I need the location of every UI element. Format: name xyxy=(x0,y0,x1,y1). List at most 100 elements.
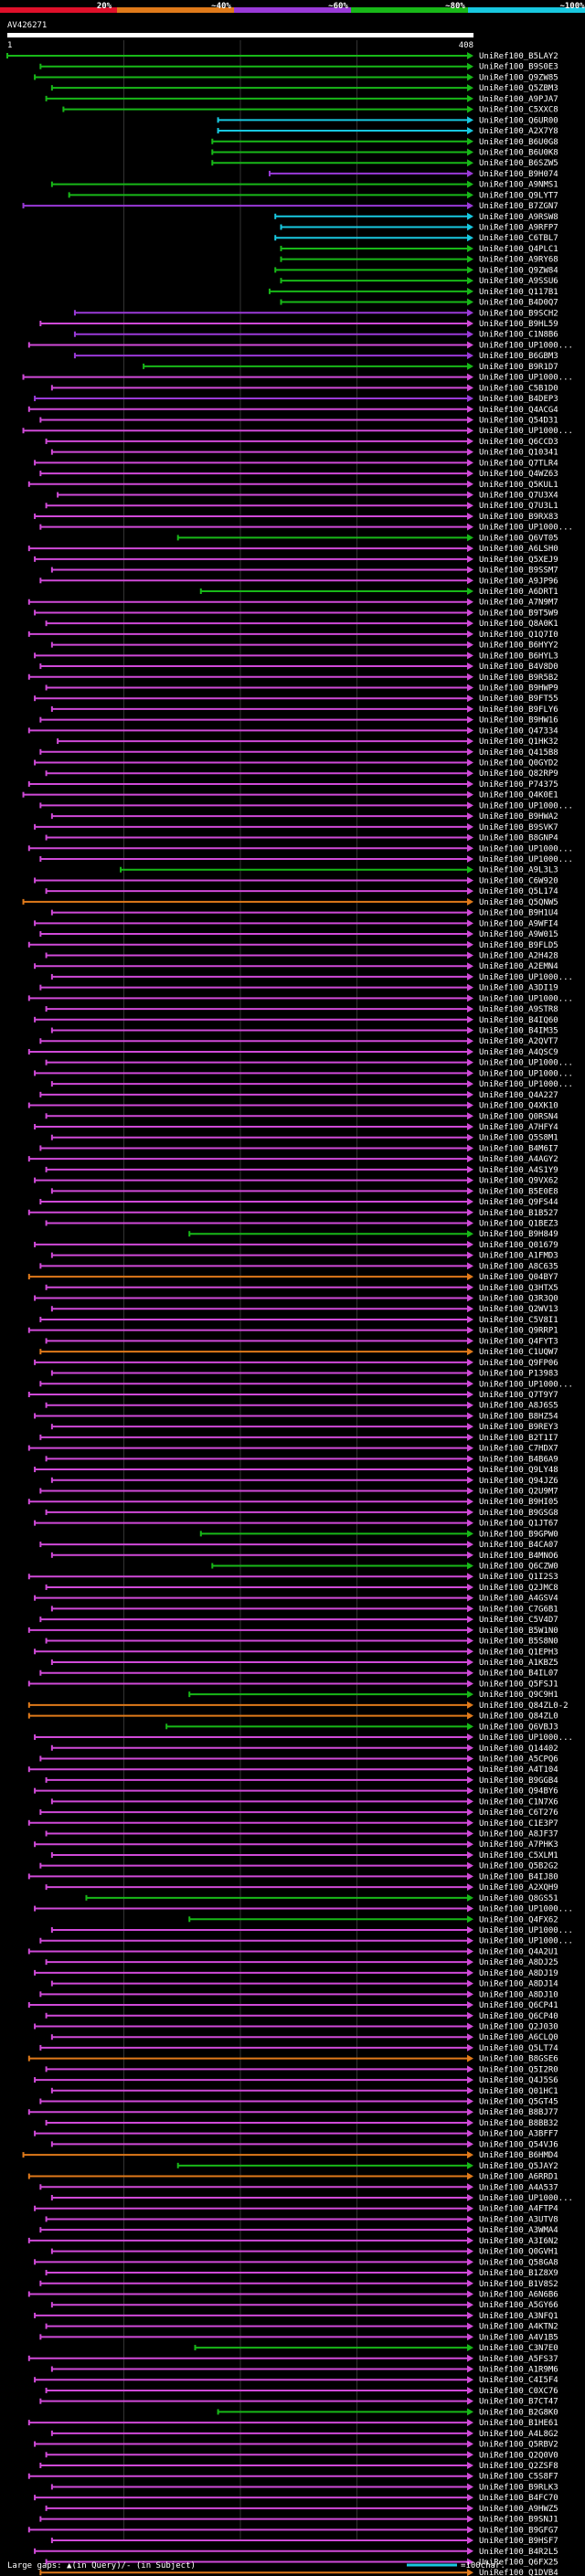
hit-row: UniRef100_A7N9M7 xyxy=(27,598,558,608)
hit-row: UniRef100_A9PJA7 xyxy=(45,94,558,104)
hit-row: UniRef100_Q47334 xyxy=(27,726,558,736)
hit-row: UniRef100_Q5KUL1 xyxy=(27,480,558,490)
hit-arrow xyxy=(467,545,473,553)
hit-row: UniRef100_B9FLY6 xyxy=(50,705,558,715)
hit-arrow xyxy=(467,1348,473,1356)
hit-label: UniRef100_Q58GA8 xyxy=(479,2258,558,2267)
hit-row: UniRef100_B4D0Q7 xyxy=(280,298,558,308)
hit-arrow xyxy=(467,266,473,274)
hit-label: UniRef100_B8HZ54 xyxy=(479,1412,558,1421)
hit-label: UniRef100_A4A537 xyxy=(479,2183,558,2192)
hit-arrow xyxy=(467,2204,473,2212)
hit-arrow xyxy=(467,1294,473,1302)
hit-arrow xyxy=(467,223,473,231)
hit-label: UniRef100_Q4K0E1 xyxy=(479,791,558,800)
hit-label: UniRef100_UP1000... xyxy=(479,1069,573,1078)
hit-label: UniRef100_Q14402 xyxy=(479,1744,558,1754)
hit-row: UniRef100_B9FT55 xyxy=(34,694,558,704)
hit-label: UniRef100_B9SVK7 xyxy=(479,823,558,832)
hit-arrow xyxy=(467,1797,473,1806)
hit-arrow xyxy=(467,2172,473,2180)
hit-arrow xyxy=(467,1230,473,1238)
hit-row: UniRef100_A9W015 xyxy=(39,930,558,939)
hit-label: UniRef100_UP1000... xyxy=(479,994,573,1003)
hit-label: UniRef100_A3UTV8 xyxy=(479,2215,558,2224)
hit-label: UniRef100_Q2J030 xyxy=(479,2022,558,2031)
hit-label: UniRef100_Q415B8 xyxy=(479,748,558,758)
hit-label: UniRef100_A4QSC9 xyxy=(479,1048,558,1057)
hit-label: UniRef100_A5CPQ6 xyxy=(479,1754,558,1764)
hit-row: UniRef100_B5E0E8 xyxy=(50,1187,558,1196)
hit-arrow xyxy=(467,1701,473,1709)
hit-row: UniRef100_C0XC76 xyxy=(45,2386,558,2396)
hit-arrow xyxy=(467,1466,473,1474)
hit-label: UniRef100_A9STR8 xyxy=(479,1005,558,1014)
hit-label: UniRef100_Q6CP40 xyxy=(479,2012,558,2021)
hit-row: UniRef100_Q2WV13 xyxy=(50,1305,558,1314)
hit-label: UniRef100_Q2WV13 xyxy=(479,1305,558,1314)
hit-arrow xyxy=(467,2290,473,2298)
hit-label: UniRef100_A2H428 xyxy=(479,951,558,960)
hit-label: UniRef100_B9GPW0 xyxy=(479,1530,558,1539)
hit-arrow xyxy=(467,2022,473,2030)
hit-arrow xyxy=(467,105,473,113)
hit-arrow xyxy=(467,598,473,606)
hit-arrow xyxy=(467,373,473,381)
hit-arrow xyxy=(467,1958,473,1966)
hit-row: UniRef100_B6U0G8 xyxy=(211,137,558,147)
hit-arrow xyxy=(467,1005,473,1013)
hit-row: UniRef100_UP1000... xyxy=(27,994,573,1003)
hit-row: UniRef100_UP1000... xyxy=(39,855,573,864)
hit-row: UniRef100_A2QVT7 xyxy=(39,1037,558,1046)
hit-arrow xyxy=(467,1883,473,1892)
hit-arrow xyxy=(467,1412,473,1420)
hit-row: UniRef100_A8J6S5 xyxy=(45,1401,558,1411)
hit-label: UniRef100_Q9LY48 xyxy=(479,1466,558,1475)
hit-row: UniRef100_A3DI19 xyxy=(39,983,558,993)
hit-arrow xyxy=(467,2086,473,2094)
hit-label: UniRef100_UP1000... xyxy=(479,1926,573,1935)
hit-row: UniRef100_A3I6N2 xyxy=(27,2236,558,2246)
hit-label: UniRef100_B6HYY2 xyxy=(479,641,558,651)
hit-arrow xyxy=(467,1637,473,1645)
hit-row: UniRef100_B4V8D0 xyxy=(39,663,558,672)
hit-arrow xyxy=(467,1691,473,1699)
hit-row: UniRef100_B9GGB4 xyxy=(45,1776,558,1786)
hit-arrow xyxy=(467,180,473,188)
hit-label: UniRef100_Q54D31 xyxy=(479,416,558,425)
hit-row: UniRef100_A8DJ19 xyxy=(34,1968,558,1978)
hit-arrow xyxy=(467,1208,473,1216)
hit-row: UniRef100_UP1000... xyxy=(34,1069,573,1078)
hit-row: UniRef100_B1Z8X9 xyxy=(45,2269,558,2278)
hit-label: UniRef100_A7PHK3 xyxy=(479,1840,558,1850)
hit-row: UniRef100_B9HL59 xyxy=(39,320,558,329)
hit-arrow xyxy=(467,2429,473,2437)
hit-row: UniRef100_A9RFP7 xyxy=(280,223,558,233)
hit-row: UniRef100_A1KBZ5 xyxy=(50,1659,558,1668)
hit-arrow xyxy=(467,694,473,703)
hit-label: UniRef100_B9HL59 xyxy=(479,320,558,329)
hit-label: UniRef100_B5W1N0 xyxy=(479,1627,558,1636)
hit-row: UniRef100_A3WMA4 xyxy=(39,2226,558,2235)
hit-arrow xyxy=(467,1251,473,1259)
hit-arrow xyxy=(467,1112,473,1120)
hit-arrow xyxy=(467,2097,473,2105)
hit-row: UniRef100_B9T5W9 xyxy=(34,609,558,618)
hit-label: UniRef100_C7HDX7 xyxy=(479,1445,558,1454)
hit-label: UniRef100_B6GBM3 xyxy=(479,352,558,361)
hit-row: UniRef100_Q1DVB4 xyxy=(39,2569,558,2576)
hit-row: UniRef100_Q4WZ63 xyxy=(39,470,558,479)
hit-label: UniRef100_Q9VX62 xyxy=(479,1177,558,1186)
hit-arrow xyxy=(467,769,473,778)
hit-label: UniRef100_Q6CZW0 xyxy=(479,1563,558,1572)
hit-arrow xyxy=(467,2033,473,2041)
hit-label: UniRef100_B4R2L5 xyxy=(479,2548,558,2557)
hit-arrow xyxy=(467,2504,473,2512)
hit-row: UniRef100_B9HSF7 xyxy=(50,2537,558,2546)
hit-label: UniRef100_Q6VBJ3 xyxy=(479,1723,558,1732)
hit-arrow xyxy=(467,62,473,70)
hit-arrow xyxy=(467,2194,473,2201)
hit-arrow xyxy=(467,2354,473,2362)
hit-arrow xyxy=(467,876,473,885)
hit-row: UniRef100_B9H074 xyxy=(268,169,558,179)
